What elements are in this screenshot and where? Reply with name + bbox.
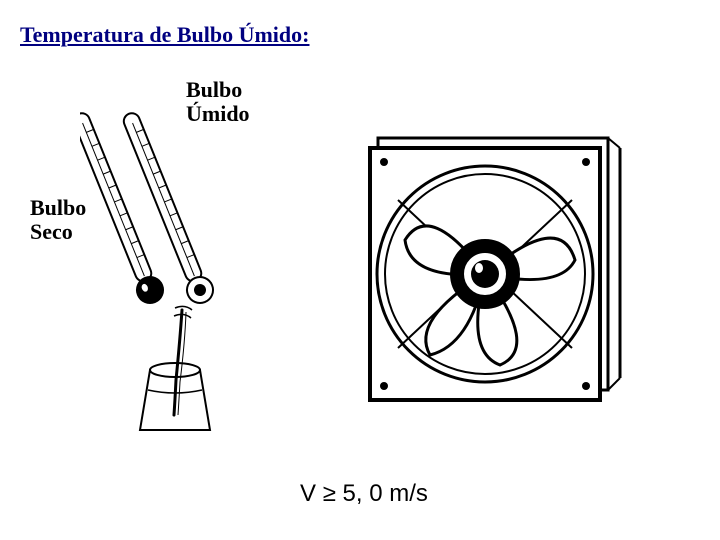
- caption-value: 5, 0 m/s: [336, 480, 428, 507]
- psychrometer-diagram: [80, 80, 300, 440]
- fan-diagram: [350, 130, 630, 410]
- page-title: Temperatura de Bulbo Úmido:: [20, 22, 309, 48]
- label-seco-line2: Seco: [30, 219, 73, 244]
- caption-prefix: V: [300, 480, 323, 507]
- label-seco-line1: Bulbo: [30, 195, 86, 220]
- velocity-caption: V ≥ 5, 0 m/s: [300, 480, 428, 508]
- gte-symbol: ≥: [323, 480, 336, 507]
- label-bulbo-seco: Bulbo Seco: [30, 196, 86, 244]
